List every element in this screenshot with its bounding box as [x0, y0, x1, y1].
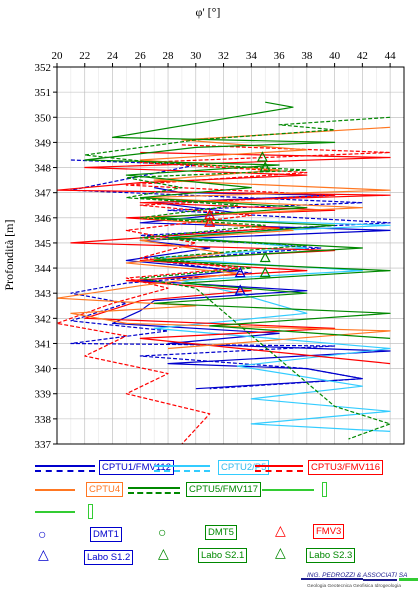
x-tick-label: 26	[135, 50, 147, 62]
legend-line-cptu5	[128, 487, 180, 489]
company-footer: ING. PEDROZZI & ASSOCIATI SA Geologia Ge…	[301, 572, 418, 589]
legend-line-extra-2	[35, 511, 75, 513]
marker-labo-s1-2-1	[234, 284, 246, 295]
legend-label-labo-s23: Labo S2.3	[306, 548, 356, 563]
legend-label-extra-1	[322, 482, 327, 497]
y-tick-label: 346	[35, 213, 52, 225]
marker-labo-s2-3-0	[259, 161, 271, 172]
x-tick-label: 42	[357, 50, 368, 62]
x-axis-label: φ' [°]	[196, 5, 221, 19]
legend-line-cptu2	[154, 465, 210, 467]
legend-label-labo-s12: Labo S1.2	[84, 550, 134, 565]
marker-labo-s2-1-0	[256, 151, 268, 162]
marker-labo-s2-1-1	[259, 251, 271, 263]
y-tick-label: 343	[35, 288, 52, 300]
company-subtitle: Geologia Geotecnica Geofisica Idrogeolog…	[307, 584, 401, 589]
legend-marker-labo-s23-triangle-icon: △	[275, 544, 286, 560]
y-tick-label: 350	[35, 112, 52, 124]
legend-label-cptu1: CPTU1/FMV112	[99, 460, 174, 475]
legend-label-dmt1: DMT1	[90, 527, 122, 542]
y-tick-label: 344	[35, 263, 52, 275]
x-tick-label: 28	[163, 50, 175, 62]
x-tick-label: 20	[52, 50, 64, 62]
legend-line-cptu3-dashed	[255, 470, 303, 472]
plot-frame	[56, 66, 405, 445]
x-tick-label: 34	[246, 50, 258, 62]
x-tick-label: 32	[218, 50, 229, 62]
legend-label-cptu5: CPTU5/FMV117	[186, 482, 261, 497]
legend-line-cptu1-dashed	[35, 470, 95, 472]
legend-line-cptu5-dashed	[128, 492, 180, 494]
legend-label-fmv3: FMV3	[313, 524, 345, 539]
marker-labo-s1-2-0	[234, 266, 246, 278]
legend-label-cptu3: CPTU3/FMV116	[308, 460, 383, 475]
marker-fmv3-1	[204, 216, 216, 227]
x-tick-label: 44	[385, 50, 397, 62]
legend-line-cptu3	[255, 465, 303, 467]
series-line-cptu5-fmv117-7	[84, 116, 391, 440]
y-tick-label: 339	[35, 389, 52, 401]
legend-marker-fmv3-triangle-icon: △	[275, 522, 286, 538]
legend-label-cptu2: CPTU2/P5	[218, 460, 270, 475]
chart-axes: 20 22 24 26 28 30 32 34 36 38 40 42 44 352 351 350 349 34…	[35, 50, 405, 451]
y-tick-label: 338	[35, 414, 52, 426]
y-tick-label: 342	[35, 313, 52, 325]
y-tick-label: 345	[35, 238, 52, 250]
legend-marker-dmt5-circle-icon: ○	[158, 524, 167, 540]
y-axis-label: Profondità [m]	[2, 220, 16, 291]
company-name: ING. PEDROZZI & ASSOCIATI SA	[307, 572, 408, 579]
y-tick-label: 337	[35, 439, 52, 451]
legend-label-dmt5: DMT5	[205, 525, 237, 540]
legend-label-cptu4: CPTU4	[86, 482, 124, 497]
x-tick-label: 40	[329, 50, 341, 62]
marker-labo-s2-3-1	[259, 266, 271, 278]
y-tick-label: 349	[35, 137, 52, 149]
x-tick-label: 36	[274, 50, 286, 62]
series-line-cptu5-fmv117-6	[84, 101, 391, 339]
y-tick-label: 341	[35, 338, 52, 350]
legend-label-extra-2	[88, 504, 93, 519]
legend-line-cptu4	[35, 489, 75, 491]
legend-label-labo-s21: Labo S2.1	[198, 548, 248, 563]
y-tick-label: 347	[35, 188, 52, 200]
y-tick-label: 352	[35, 62, 52, 74]
legend-marker-labo-s21-triangle-icon: △	[158, 545, 169, 561]
legend-line-extra-1	[262, 489, 314, 491]
y-tick-label: 348	[35, 163, 52, 175]
series-line-cptu3-fmv116-4	[56, 144, 391, 445]
x-tick-label: 22	[79, 50, 90, 62]
legend-line-cptu2-dashed	[154, 470, 210, 472]
legend-line-cptu1	[35, 465, 95, 467]
x-tick-label: 38	[301, 50, 313, 62]
legend-marker-dmt1-circle-icon: ○	[38, 526, 47, 542]
y-tick-label: 351	[35, 87, 52, 99]
legend-marker-labo-s12-triangle-icon: △	[38, 546, 49, 562]
x-tick-label: 30	[190, 50, 202, 62]
chart-markers-layer	[204, 151, 271, 295]
x-tick-label: 24	[107, 50, 119, 62]
company-logo-icon	[301, 578, 418, 581]
y-tick-label: 340	[35, 364, 52, 376]
